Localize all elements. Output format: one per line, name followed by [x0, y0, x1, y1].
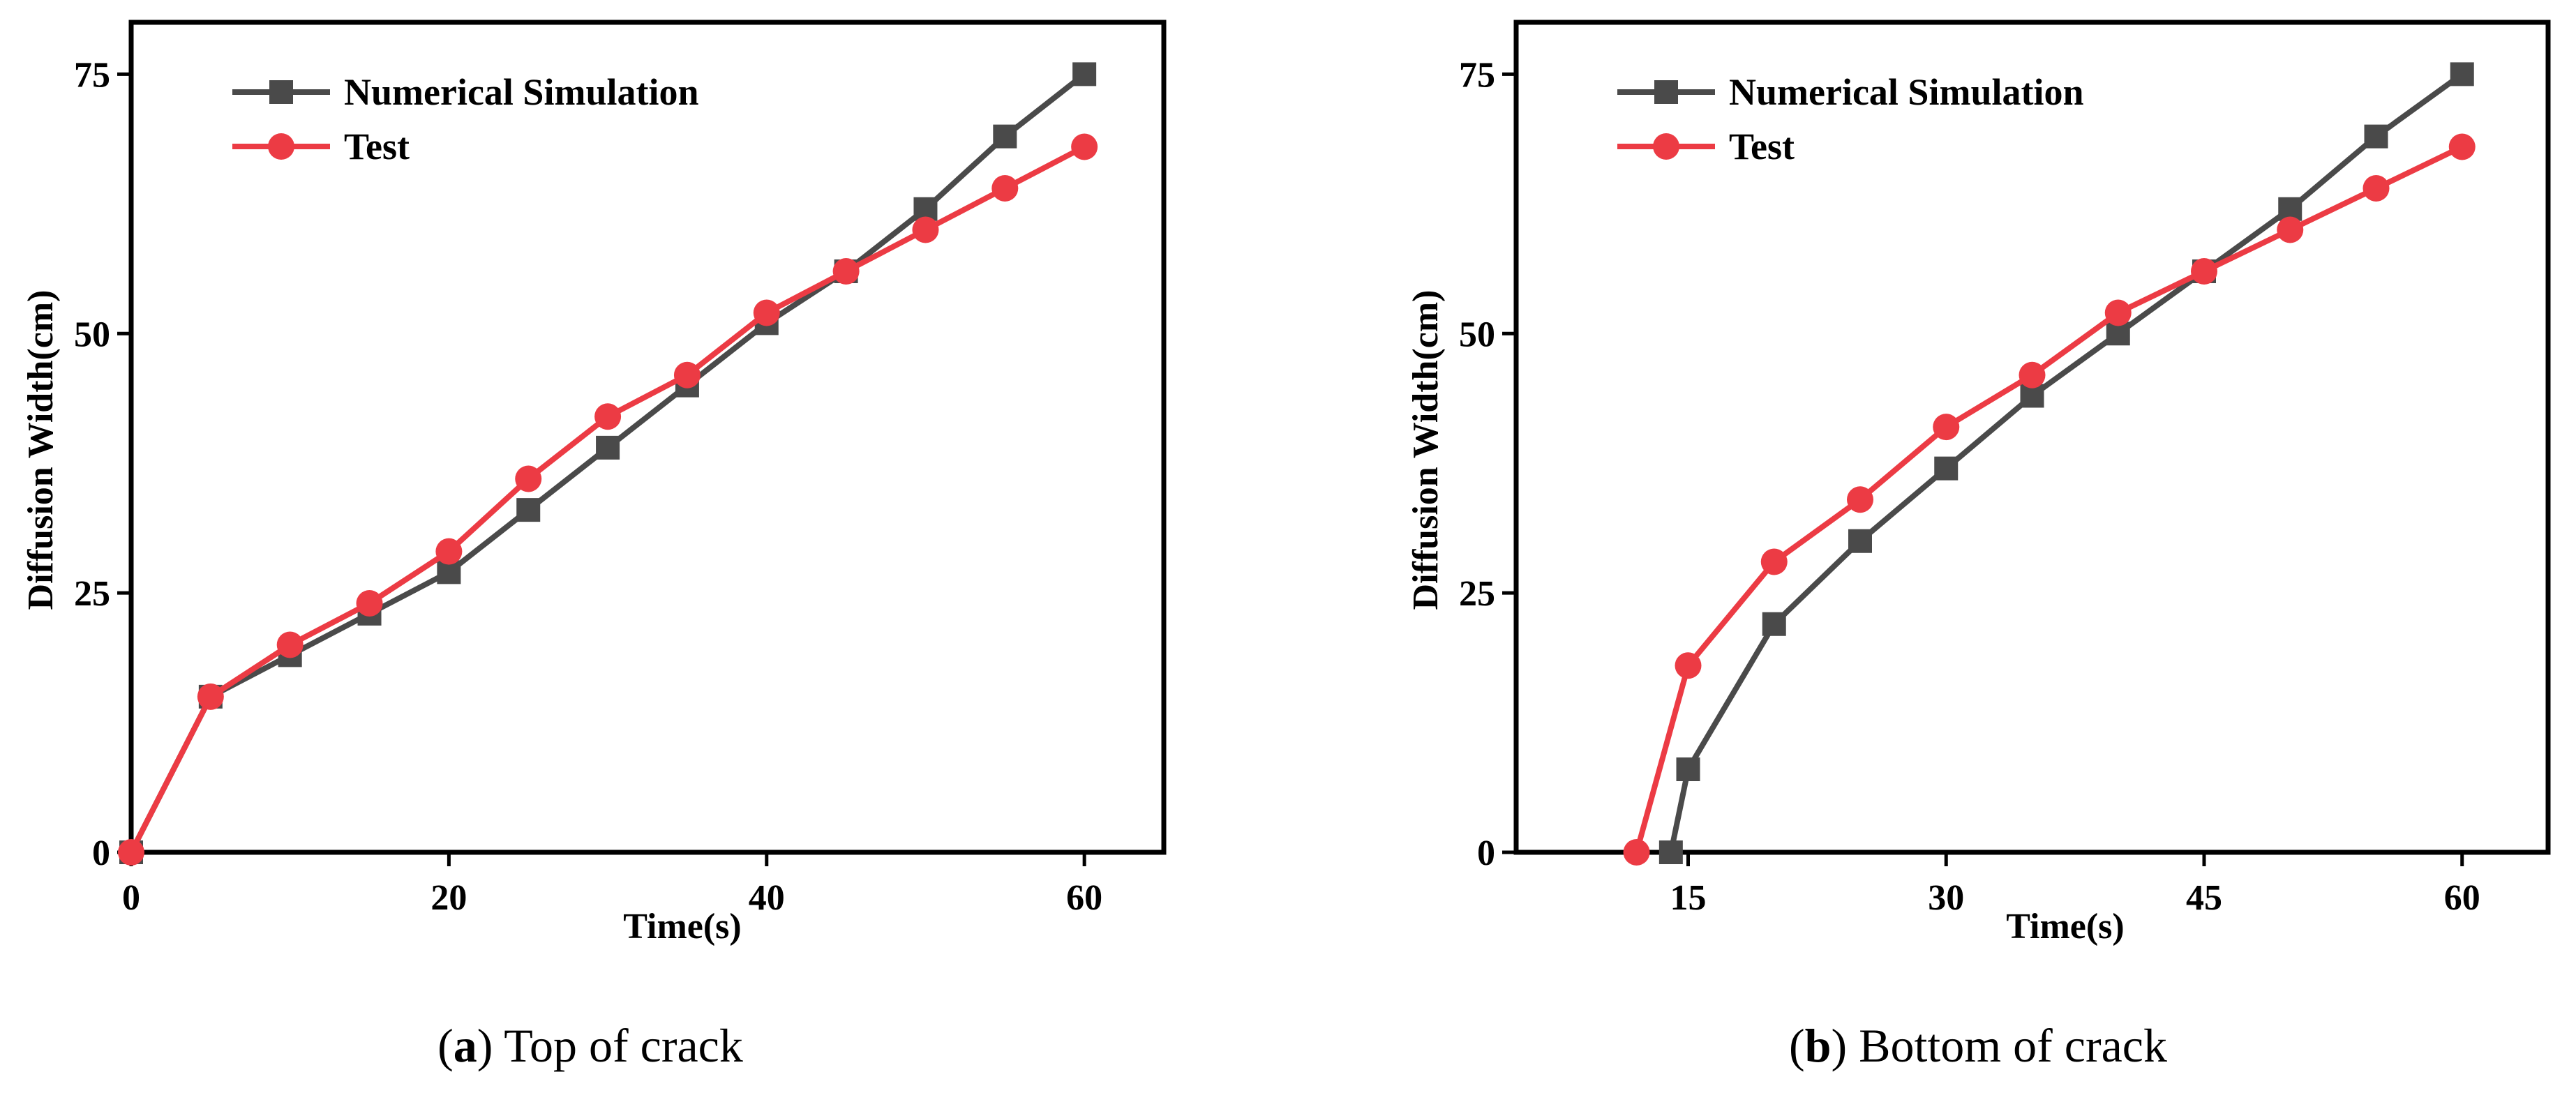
y-tick-label: 25	[1459, 574, 1495, 614]
y-tick-label: 75	[1459, 55, 1495, 95]
data-point-circle	[1623, 839, 1650, 866]
x-tick-label: 60	[1066, 878, 1102, 918]
data-point-square	[1658, 840, 1683, 864]
data-point-square	[1762, 612, 1786, 636]
series-line-numerical-simulation	[1668, 72, 2464, 853]
data-point-circle	[594, 403, 622, 430]
x-axis-label: Time(s)	[623, 907, 741, 946]
data-point-circle	[912, 216, 939, 243]
legend: Numerical Simulation Test	[232, 71, 699, 167]
series-line-numerical-simulation	[128, 72, 1086, 854]
data-point-square	[1934, 456, 1959, 481]
y-tick-label: 50	[74, 315, 110, 354]
legend-square-marker	[269, 80, 293, 104]
plot-frame	[1513, 20, 2551, 855]
legend-circle-marker	[268, 133, 294, 160]
x-tick-label: 30	[1928, 878, 1964, 918]
series-numerical-simulation	[119, 62, 1097, 864]
data-point-circle	[2277, 216, 2304, 243]
series-line-test	[128, 144, 1086, 854]
data-point-square	[993, 124, 1017, 149]
x-tick-label: 45	[2186, 878, 2222, 918]
series-numerical-simulation	[1658, 62, 2474, 864]
data-point-circle	[2362, 175, 2390, 202]
data-point-circle	[1675, 652, 1702, 679]
series-line-test	[1633, 144, 2464, 854]
legend: Numerical Simulation Test	[1617, 71, 2084, 167]
data-point-square	[2364, 124, 2388, 149]
x-tick-label: 60	[2444, 878, 2480, 918]
caption-letter: a	[454, 1019, 477, 1072]
x-tick-label: 40	[749, 878, 785, 918]
data-point-circle	[753, 299, 780, 326]
data-point-square	[1676, 757, 1700, 781]
data-point-circle	[1760, 548, 1788, 575]
data-point-circle	[2019, 361, 2046, 388]
data-point-circle	[276, 631, 304, 658]
data-point-circle	[435, 538, 463, 565]
legend-label: Numerical Simulation	[344, 71, 699, 113]
data-point-circle	[1933, 414, 1960, 441]
x-tick-label: 20	[430, 878, 467, 918]
data-point-circle	[1847, 486, 1873, 513]
chart-panel-bottom-of-crack: Diffusion Width(cm) Time(s) (b) Bottom o…	[1406, 20, 2551, 1072]
data-point-circle	[197, 683, 224, 710]
series-test	[118, 133, 1098, 866]
legend-square-marker	[1654, 80, 1678, 104]
caption-text: Top of crack	[504, 1019, 743, 1072]
caption-letter: b	[1805, 1019, 1832, 1072]
data-point-square	[1848, 529, 1872, 553]
caption-text: Bottom of crack	[1859, 1019, 2167, 1072]
data-point-square	[596, 435, 620, 460]
data-point-circle	[356, 590, 383, 617]
data-point-square	[2450, 62, 2474, 86]
y-tick-label: 75	[74, 55, 110, 95]
x-axis-label: Time(s)	[2006, 907, 2124, 946]
legend-label: Test	[344, 126, 410, 167]
data-point-circle	[673, 361, 701, 388]
legend-label: Test	[1729, 126, 1795, 167]
x-tick-label: 15	[1670, 878, 1707, 918]
data-point-circle	[118, 839, 144, 866]
data-point-circle	[2191, 258, 2217, 285]
legend-label: Numerical Simulation	[1729, 71, 2084, 113]
chart-panel-top-of-crack: Diffusion Width(cm) Time(s) (a) Top of c…	[21, 20, 1167, 1072]
data-point-circle	[832, 258, 860, 285]
y-tick-label: 25	[74, 574, 110, 614]
legend-circle-marker	[1653, 133, 1679, 160]
data-point-circle	[2448, 133, 2476, 160]
caption: (b) Bottom of crack	[1789, 1019, 2167, 1072]
y-axis-label: Diffusion Width(cm)	[21, 290, 61, 610]
data-point-circle	[991, 175, 1019, 202]
y-tick-label: 0	[92, 833, 110, 873]
x-tick-label: 0	[122, 878, 140, 918]
y-axis-label: Diffusion Width(cm)	[1406, 290, 1446, 610]
caption: (a) Top of crack	[437, 1019, 743, 1072]
data-point-square	[1072, 62, 1097, 86]
data-point-circle	[515, 465, 542, 492]
data-point-square	[516, 498, 541, 522]
series-test	[1623, 133, 2476, 866]
data-point-circle	[2104, 299, 2132, 326]
y-tick-label: 0	[1477, 833, 1495, 873]
data-point-circle	[1071, 133, 1098, 160]
y-tick-label: 50	[1459, 315, 1495, 354]
plot-frame	[128, 20, 1167, 855]
